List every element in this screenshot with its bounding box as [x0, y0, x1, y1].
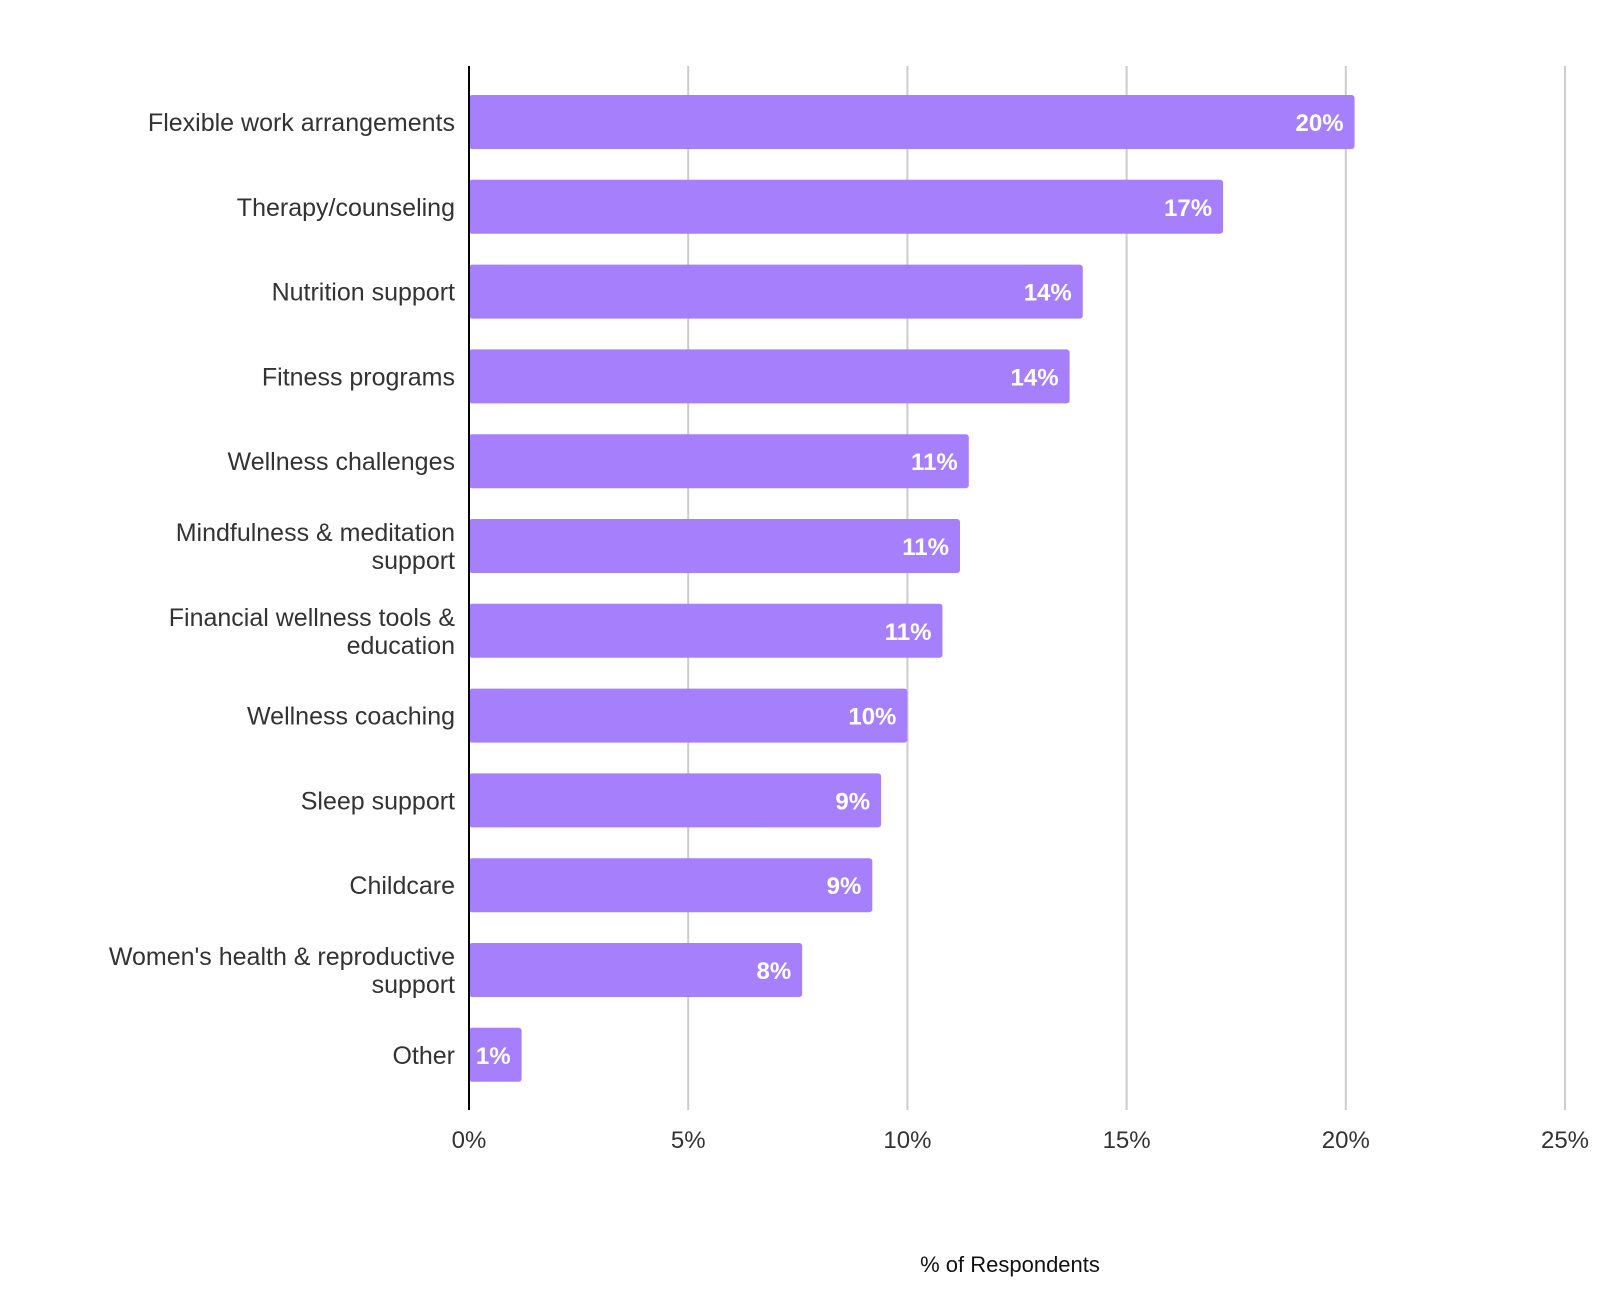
category-label-1: Therapy/counseling	[237, 194, 455, 222]
data-label-11: 1%	[476, 1043, 511, 1070]
data-label-5: 11%	[902, 534, 949, 561]
bar-7	[469, 688, 908, 743]
bar-0	[469, 95, 1355, 149]
x-tick-label-4: 20%	[1322, 1127, 1370, 1154]
category-label-0: Flexible work arrangements	[148, 109, 455, 137]
x-tick-label-0: 0%	[452, 1127, 487, 1154]
category-label-3: Fitness programs	[262, 363, 455, 391]
x-tick-label-2: 10%	[883, 1127, 931, 1154]
category-label-9: Childcare	[349, 872, 455, 900]
category-label-11: Other	[392, 1042, 455, 1070]
bar-5	[469, 519, 961, 573]
x-tick-labels: 0% 5% 10% 15% 20% 25%	[452, 1127, 1589, 1154]
data-label-3: 14%	[1011, 364, 1059, 391]
x-tick-label-1: 5%	[671, 1127, 706, 1154]
category-label-8: Sleep support	[301, 787, 455, 815]
data-label-6: 11%	[885, 619, 932, 646]
bar-11	[469, 1027, 522, 1082]
category-label-10: Women's health & reproductive support	[109, 943, 455, 999]
x-tick-label-3: 15%	[1103, 1127, 1151, 1154]
x-tick-label-5: 25%	[1541, 1127, 1589, 1154]
data-label-1: 17%	[1164, 195, 1212, 222]
bar-1	[469, 179, 1224, 234]
category-label-5: Mindfulness & meditation support	[176, 519, 455, 575]
category-label-4: Wellness challenges	[228, 448, 455, 476]
data-label-9: 9%	[827, 873, 862, 900]
bar-3	[469, 349, 1070, 404]
data-labels: 20% 17% 14% 14% 11% 11% 11% 10% 9% 9% 8% 1%	[476, 110, 1344, 1070]
bar-9	[469, 858, 873, 913]
category-label-7: Wellness coaching	[247, 703, 455, 731]
x-axis-title: % of Respondents	[920, 1252, 1100, 1277]
data-label-7: 10%	[848, 704, 896, 731]
data-label-10: 8%	[756, 958, 791, 985]
bar-4	[469, 434, 969, 489]
data-label-8: 9%	[835, 788, 870, 815]
data-label-4: 11%	[911, 449, 958, 476]
bar-6	[469, 603, 943, 658]
bar-8	[469, 773, 882, 828]
data-label-0: 20%	[1296, 110, 1344, 137]
bars	[469, 95, 1355, 1082]
bar-2	[469, 264, 1083, 319]
grid-lines	[687, 66, 1566, 1110]
category-label-2: Nutrition support	[272, 279, 455, 307]
category-label-6: Financial wellness tools & education	[169, 604, 456, 660]
category-labels: Flexible work arrangements Therapy/counse…	[109, 109, 455, 1070]
bar-10	[469, 943, 803, 997]
data-label-2: 14%	[1024, 280, 1072, 307]
